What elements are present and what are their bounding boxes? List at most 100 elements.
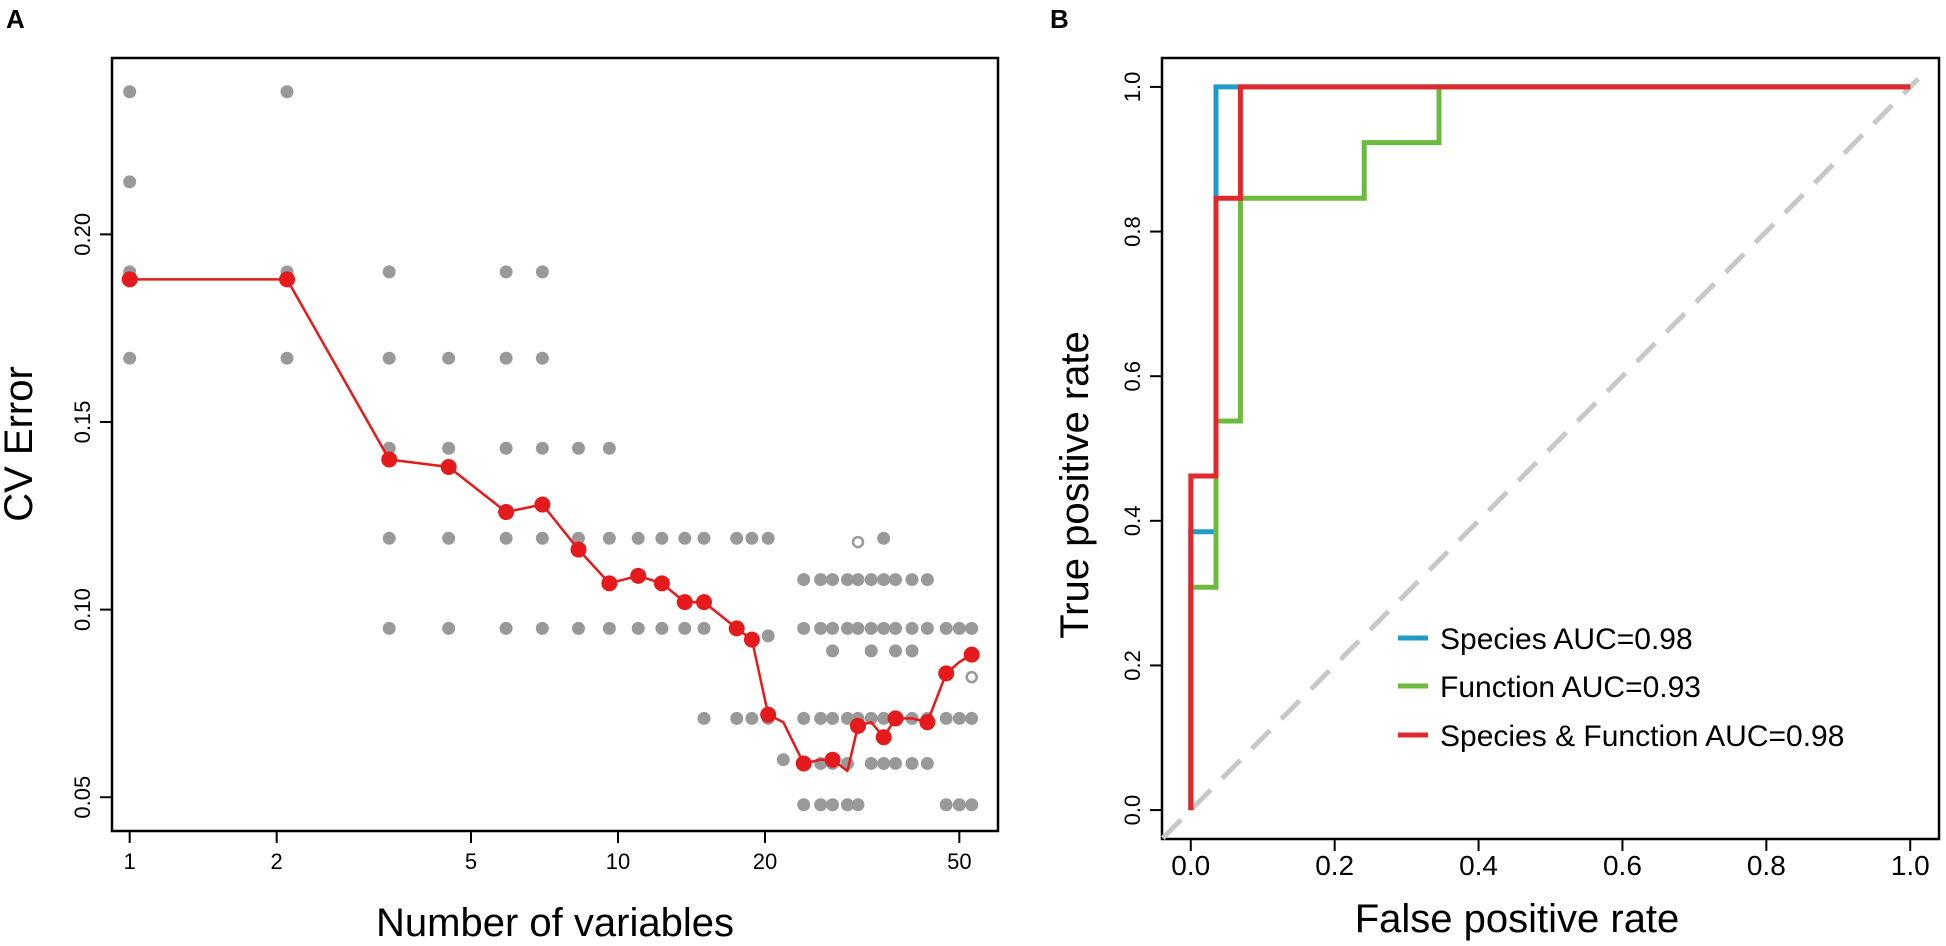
replicate-cv-point	[761, 629, 775, 643]
replicate-cv-point	[745, 531, 759, 545]
replicate-cv-point	[655, 621, 669, 635]
replicate-cv-point	[730, 531, 744, 545]
replicate-cv-open-point	[965, 670, 978, 684]
mean-cv-error-point	[938, 665, 955, 682]
panel-a-y-axis-title: CV Error	[0, 366, 41, 522]
mean-cv-error-point	[695, 594, 712, 611]
mean-cv-error-point	[630, 567, 647, 584]
panel-b-y-tick-label: 0.2	[1120, 650, 1145, 681]
panel-a-y-tick-label: 0.20	[70, 213, 95, 256]
mean-cv-error-point	[875, 729, 892, 746]
replicate-cv-point	[864, 711, 878, 725]
replicate-cv-point	[797, 711, 811, 725]
replicate-cv-point	[442, 531, 456, 545]
replicate-cv-point	[877, 573, 891, 587]
replicate-cv-point	[761, 531, 775, 545]
replicate-cv-point	[797, 798, 811, 812]
panel-b-x-axis-title: False positive rate	[1355, 897, 1680, 941]
panel-b-axes: 0.0 0.2 0.4 0.6 0.8 1.0 0.0 0.2 0.4 0.6 0.8 1.0	[1120, 72, 1930, 881]
replicate-cv-point	[888, 621, 902, 635]
replicate-cv-point	[730, 711, 744, 725]
replicate-cv-point	[840, 711, 854, 725]
panel-a-plot-frame	[110, 56, 1000, 833]
mean-cv-error-point	[570, 541, 587, 558]
mean-cv-error-line	[129, 278, 973, 773]
replicate-cv-point	[602, 441, 616, 455]
mean-cv-error-point	[498, 504, 515, 521]
replicate-cv-point	[745, 711, 759, 725]
replicate-cv-point	[814, 798, 828, 812]
replicate-cv-point	[123, 85, 137, 99]
replicate-cv-point	[814, 573, 828, 587]
panel-a-y-tick-label: 0.10	[70, 588, 95, 631]
replicate-cv-point	[602, 531, 616, 545]
mean-cv-error-point	[601, 575, 618, 592]
replicate-cv-point	[939, 711, 953, 725]
replicate-cv-point	[888, 573, 902, 587]
replicate-cv-point	[920, 621, 934, 635]
replicate-cv-point	[499, 621, 513, 635]
replicate-cv-point	[905, 573, 919, 587]
mean-cv-error-point	[760, 706, 777, 723]
replicate-cv-point	[939, 621, 953, 635]
mean-cv-error-point	[534, 496, 551, 513]
panel-a-axes: 1 2 5 10 20 50 0.05 0.10 0.15 0.20	[70, 213, 972, 874]
mean-cv-error-point	[887, 710, 904, 727]
replicate-cv-point	[442, 621, 456, 635]
replicate-cv-point	[826, 573, 840, 587]
replicate-cv-point	[952, 621, 966, 635]
replicate-cv-point	[631, 531, 645, 545]
replicate-cv-point	[877, 531, 891, 545]
panel-b-x-tick-label: 0.0	[1171, 850, 1210, 881]
replicate-cv-point	[382, 531, 396, 545]
replicate-cv-point	[535, 441, 549, 455]
replicate-cv-point	[888, 644, 902, 658]
panel-b-plot-frame	[1160, 56, 1941, 841]
replicate-cv-point	[678, 531, 692, 545]
replicate-cv-point	[382, 265, 396, 279]
roc-curve-species-and-function	[1188, 84, 1911, 811]
panel-b-x-tick-label: 0.4	[1459, 850, 1498, 881]
replicate-cv-point	[840, 621, 854, 635]
mean-cv-error-point	[121, 271, 138, 288]
replicate-cv-point	[571, 621, 585, 635]
panel-b-roc-curves	[1188, 84, 1911, 811]
panel-a-x-tick-label: 5	[465, 849, 477, 874]
replicate-cv-point	[499, 351, 513, 365]
panel-b-y-tick-label: 0.6	[1120, 361, 1145, 392]
replicate-cv-point	[905, 621, 919, 635]
replicate-cv-point	[905, 644, 919, 658]
legend-label-species: Species AUC=0.98	[1440, 623, 1693, 656]
replicate-cv-point	[840, 573, 854, 587]
replicate-cv-point	[965, 621, 979, 635]
panel-a-x-tick-label: 50	[947, 849, 971, 874]
replicate-cv-point	[535, 265, 549, 279]
panel-b-legend: Species AUC=0.98 Function AUC=0.93 Speci…	[1398, 623, 1844, 753]
panel-b-reference-diagonal	[1161, 77, 1920, 840]
replicate-cv-point	[280, 351, 294, 365]
mean-cv-error-point	[676, 594, 693, 611]
panel-a-y-tick-label: 0.05	[70, 776, 95, 819]
mean-cv-error-point	[849, 717, 866, 734]
replicate-cv-point	[851, 573, 865, 587]
replicate-cv-point	[602, 621, 616, 635]
replicate-cv-point	[920, 756, 934, 770]
replicate-cv-point	[851, 621, 865, 635]
mean-cv-error-point	[653, 575, 670, 592]
panel-b-x-tick-label: 0.2	[1315, 850, 1354, 881]
panel-b-y-tick-label: 0.8	[1120, 216, 1145, 247]
replicate-cv-point	[877, 711, 891, 725]
replicate-cv-point	[535, 531, 549, 545]
replicate-cv-point	[864, 644, 878, 658]
panel-a-x-tick-label: 10	[606, 849, 630, 874]
mean-cv-error-point	[381, 451, 398, 468]
panel-b-y-axis-title: True positive rate	[1053, 331, 1097, 639]
replicate-cv-point	[864, 573, 878, 587]
replicate-cv-point	[678, 621, 692, 635]
replicate-cv-point	[851, 798, 865, 812]
panel-b-x-tick-label: 1.0	[1891, 850, 1930, 881]
replicate-cv-point	[797, 621, 811, 635]
replicate-cv-point	[442, 351, 456, 365]
replicate-cv-point	[631, 621, 645, 635]
